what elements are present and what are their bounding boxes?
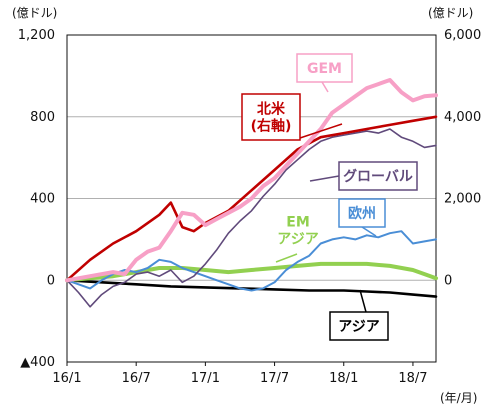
label-leader xyxy=(309,175,340,182)
label-leader xyxy=(361,226,377,237)
y-right-tick-label: 2,000 xyxy=(444,192,481,207)
label-leader xyxy=(321,81,329,93)
y-left-tick-label: 0 xyxy=(47,273,55,288)
series-line-アジア xyxy=(65,279,438,298)
series-label: グローバル xyxy=(343,168,413,185)
label-box xyxy=(338,198,386,228)
y-left-tick-label: ▲400 xyxy=(20,355,55,370)
series-label: アジア xyxy=(338,319,379,335)
x-tick-label: 16/7 xyxy=(122,371,151,386)
y-left-tick-label: 400 xyxy=(30,192,55,207)
series-label: EM アジア xyxy=(277,215,318,248)
label-box xyxy=(329,311,389,341)
plot-frame xyxy=(66,34,437,363)
x-tick-label: 18/1 xyxy=(329,371,358,386)
x-unit: (年/月) xyxy=(440,391,477,405)
y-left-tick-label: 800 xyxy=(30,110,55,125)
label-leader xyxy=(299,123,343,139)
label-leader xyxy=(359,289,367,313)
series-label: 北米(右軸) xyxy=(251,101,292,135)
axes: ▲400 0 400 800 1,200 0 2,000 4,000 6,000 16/1 16/7… xyxy=(12,6,481,405)
label-box xyxy=(241,93,301,141)
y-left-tick-label: 1,200 xyxy=(18,28,55,43)
label-leader xyxy=(275,253,298,263)
y-right-unit: (億ドル) xyxy=(428,6,473,20)
series-label: 欧州 xyxy=(348,205,376,222)
y-right-tick-label: 4,000 xyxy=(444,110,481,125)
x-tick-label: 18/7 xyxy=(398,371,427,386)
y-right-tick-label: 0 xyxy=(444,273,452,288)
series-line-欧州 xyxy=(66,230,437,292)
series-line-EM-アジア xyxy=(65,261,438,283)
series-line-グローバル xyxy=(66,128,437,308)
x-tick-label: 17/1 xyxy=(191,371,220,386)
x-tick-label: 16/1 xyxy=(52,371,81,386)
series-label: GEM xyxy=(307,61,342,77)
label-box xyxy=(338,161,418,191)
y-right-tick-label: 6,000 xyxy=(444,28,481,43)
x-tick-label: 17/7 xyxy=(260,371,289,386)
series-lines xyxy=(65,78,438,308)
label-box xyxy=(296,53,353,83)
y-left-unit: (億ドル) xyxy=(12,6,57,20)
series-line-GEM xyxy=(65,78,438,283)
